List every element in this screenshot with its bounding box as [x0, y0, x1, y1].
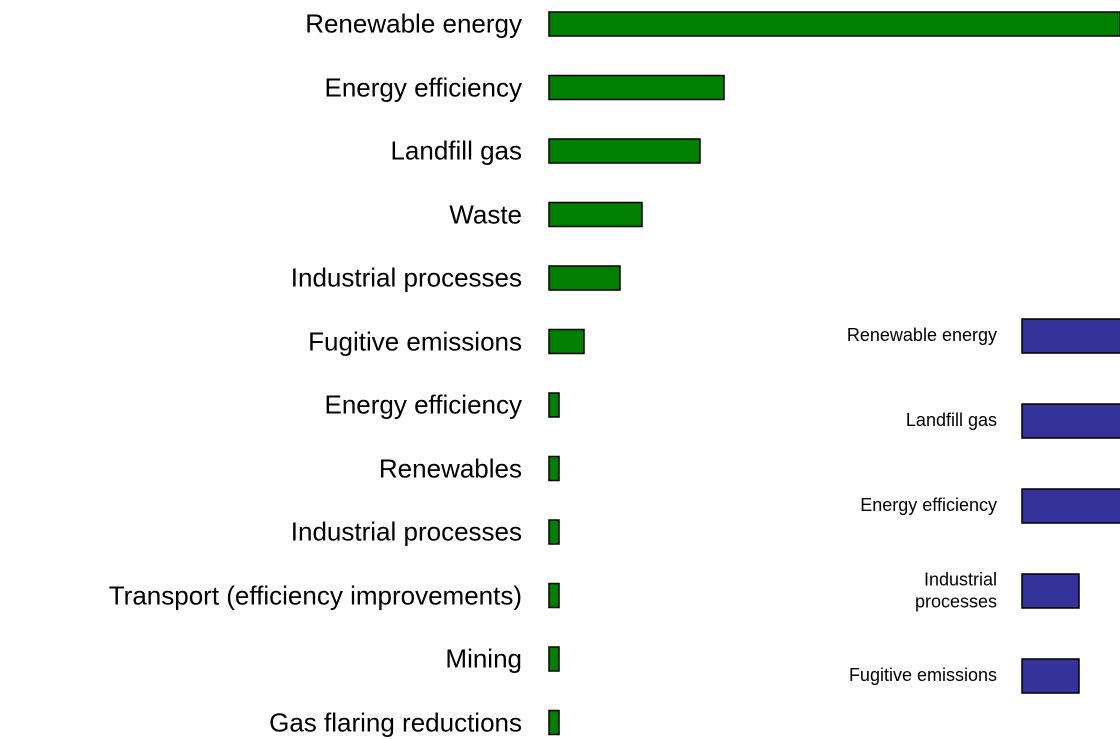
category-label: Energy efficiency — [860, 495, 997, 516]
category-label: Landfill gas — [390, 135, 522, 166]
bar — [548, 11, 1120, 37]
bar — [548, 709, 560, 736]
bar — [548, 582, 560, 609]
bar — [1021, 573, 1080, 609]
bar — [548, 392, 560, 418]
bar — [548, 646, 560, 672]
bar — [1021, 318, 1120, 354]
category-label: Energy efficiency — [324, 389, 522, 420]
category-label: Industrial processes — [290, 262, 522, 293]
bar — [548, 201, 643, 228]
category-label: Industrial processes — [290, 516, 522, 547]
category-label: Renewable energy — [305, 8, 522, 39]
category-label: Gas flaring reductions — [269, 706, 522, 737]
category-label: Fugitive emissions — [308, 325, 522, 356]
category-label: Waste — [449, 198, 522, 229]
bar — [548, 519, 560, 545]
category-label: Mining — [445, 643, 522, 674]
bar — [1021, 488, 1120, 524]
category-label: Renewables — [378, 452, 522, 483]
category-label: Transport (efficiency improvements) — [108, 579, 522, 610]
bar — [1021, 403, 1120, 439]
category-label: Landfill gas — [905, 410, 997, 431]
category-label: Energy efficiency — [324, 71, 522, 102]
category-label: Renewable energy — [846, 325, 997, 346]
bar — [1021, 658, 1080, 694]
category-label: Industrial processes — [914, 569, 997, 611]
bar — [548, 328, 585, 355]
bar — [548, 74, 725, 101]
bar — [548, 138, 701, 164]
bar — [548, 455, 560, 482]
category-label: Fugitive emissions — [848, 665, 997, 686]
bar — [548, 265, 621, 291]
